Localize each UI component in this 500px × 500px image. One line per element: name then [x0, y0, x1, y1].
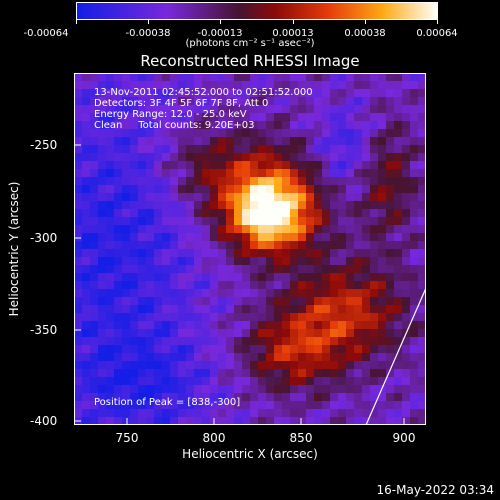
colorbar-tick-label: 0.00013 — [272, 28, 314, 39]
info-detectors: Detectors: 3F 4F 5F 6F 7F 8F, Att 0 — [94, 98, 269, 109]
render-timestamp: 16-May-2022 03:34 — [376, 483, 494, 497]
info-energy-range: Energy Range: 12.0 - 25.0 keV — [94, 109, 247, 120]
colorbar-tick-label: -0.00013 — [197, 28, 243, 39]
colorbar-tickmark — [148, 20, 149, 24]
colorbar-gradient — [76, 2, 438, 20]
colorbar: -0.00064 -0.00038 -0.00013 0.00013 0.000… — [24, 2, 458, 39]
colorbar-tickmark — [437, 20, 438, 24]
rhessi-image-plot: 13-Nov-2011 02:45:52.000 to 02:51:52.000… — [74, 73, 426, 425]
rhessi-image — [74, 73, 426, 425]
info-clean-counts: Clean Total counts: 9.20E+03 — [94, 120, 255, 131]
y-tick-label: -250 — [30, 138, 58, 152]
peak-position: Position of Peak = [838,-300] — [94, 397, 241, 408]
x-tick-label: 900 — [392, 431, 416, 445]
info-time-range: 13-Nov-2011 02:45:52.000 to 02:51:52.000 — [94, 87, 313, 98]
y-tick-label: -350 — [30, 323, 58, 337]
colorbar-tick-label: 0.00064 — [416, 28, 458, 39]
colorbar-tick-label: -0.00038 — [125, 28, 171, 39]
y-tick-label: -400 — [30, 414, 58, 428]
colorbar-tickmark — [76, 20, 77, 24]
x-axis-label: Heliocentric X (arcsec) — [182, 447, 318, 461]
x-tick-label: 750 — [115, 431, 139, 445]
colorbar-tickmark — [365, 20, 366, 24]
x-tick-label: 800 — [202, 431, 226, 445]
y-axis-label: Heliocentric Y (arcsec) — [7, 181, 21, 317]
plot-frame — [74, 73, 426, 425]
colorbar-units: (photons cm⁻² s⁻¹ asec⁻²) — [185, 38, 315, 49]
plot-title: Reconstructed RHESSI Image — [140, 52, 360, 70]
x-tick-label: 850 — [289, 431, 313, 445]
y-tick-label: -300 — [30, 231, 58, 245]
solar-limb-line — [365, 287, 426, 425]
colorbar-tickmark — [220, 20, 221, 24]
colorbar-tick-label: 0.00038 — [344, 28, 386, 39]
colorbar-tick-label: -0.00064 — [23, 28, 69, 39]
limb-overlay — [365, 287, 426, 425]
colorbar-tickmark — [293, 20, 294, 24]
